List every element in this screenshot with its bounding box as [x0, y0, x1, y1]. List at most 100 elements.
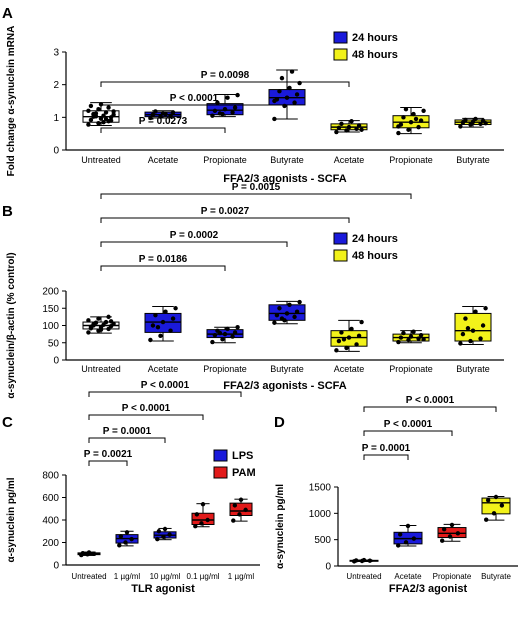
x-tick-label: Butyrate: [270, 155, 304, 165]
y-tick-label: 0: [53, 146, 59, 157]
x-tick-label: Acetate: [148, 364, 179, 374]
data-point: [294, 92, 300, 97]
data-point: [403, 540, 409, 545]
data-point: [359, 319, 364, 325]
data-point: [235, 92, 240, 98]
significance-bracket: P < 0.0001: [88, 403, 204, 420]
data-point: [91, 322, 96, 327]
data-point: [483, 306, 488, 311]
data-point: [108, 319, 114, 324]
x-axis-label: FFA2/3 agonists - SCFA: [223, 173, 347, 185]
data-point: [416, 336, 421, 341]
data-point: [279, 75, 285, 81]
data-point: [168, 328, 173, 333]
bracket-line: [88, 437, 166, 443]
box-5: [330, 119, 368, 135]
data-point: [155, 536, 160, 542]
box-7: [454, 306, 492, 346]
data-point: [148, 337, 153, 343]
data-point: [106, 105, 111, 110]
significance-bracket: P < 0.0001: [100, 93, 288, 110]
data-point: [96, 121, 101, 126]
data-point: [458, 124, 463, 129]
box-body: [437, 527, 467, 539]
bracket-line: [100, 217, 350, 223]
data-point: [80, 550, 86, 556]
data-point: [463, 316, 468, 321]
x-tick-label: Propionate: [203, 155, 247, 165]
data-point: [449, 522, 455, 528]
bracket-label: P = 0.0098: [201, 70, 250, 81]
data-point: [86, 122, 91, 127]
bracket-label: P = 0.0001: [362, 443, 411, 454]
data-point: [225, 95, 230, 100]
box-1: [82, 314, 120, 335]
data-point: [483, 121, 488, 126]
data-point: [421, 337, 426, 342]
data-point: [272, 98, 277, 104]
significance-bracket: P < 0.0001: [363, 395, 497, 412]
legend: LPS PAM: [213, 449, 256, 479]
data-point: [168, 113, 173, 118]
bracket-line: [88, 391, 242, 397]
data-point: [230, 334, 235, 339]
data-point: [96, 106, 101, 112]
data-point: [470, 328, 476, 333]
data-point: [356, 333, 362, 339]
bracket-label: P = 0.0015: [232, 182, 281, 193]
data-point: [418, 332, 424, 338]
x-tick-label: Untreated: [346, 572, 381, 581]
data-point: [230, 110, 235, 115]
x-tick-label: Propionate: [203, 364, 247, 374]
data-point: [170, 110, 176, 115]
data-point: [354, 342, 359, 347]
data-point: [215, 100, 220, 105]
y-tick-label: 1000: [309, 509, 332, 520]
data-point: [473, 309, 478, 314]
box-3: [206, 92, 244, 118]
y-axis-label: α-synuclein pg/ml: [275, 484, 286, 569]
data-point: [243, 507, 248, 513]
x-tick-label: Untreated: [81, 364, 121, 374]
data-point: [361, 557, 367, 563]
data-point: [194, 512, 200, 517]
data-point: [396, 124, 401, 129]
data-point: [199, 521, 204, 526]
data-point: [463, 117, 468, 123]
data-point: [401, 115, 406, 120]
y-axis-label: Fold change α-synuclein mRNA: [6, 26, 17, 177]
data-point: [222, 331, 228, 337]
data-point: [284, 311, 290, 316]
bracket-line: [88, 414, 204, 420]
data-point: [396, 543, 401, 548]
x-tick-label: Acetate: [334, 364, 365, 374]
data-point: [458, 341, 463, 346]
box-1: [82, 102, 120, 127]
data-point: [117, 543, 122, 548]
data-point: [455, 531, 461, 536]
data-point: [287, 85, 292, 91]
data-point: [408, 334, 414, 339]
data-point: [346, 335, 352, 340]
y-tick-label: 200: [42, 538, 59, 549]
data-point: [98, 327, 104, 332]
legend-swatch: [213, 449, 228, 462]
x-tick-label: 1 µg/ml: [114, 572, 141, 581]
data-point: [173, 306, 178, 311]
data-point: [88, 103, 94, 109]
data-point: [277, 89, 282, 94]
data-point: [484, 517, 489, 522]
data-point: [106, 314, 111, 320]
data-point: [103, 110, 109, 115]
data-point: [274, 312, 280, 318]
legend-label: 48 hours: [352, 49, 398, 61]
y-tick-label: 0: [53, 356, 59, 367]
data-point: [441, 526, 447, 532]
panel-b: 0 50 100 150 200 α-synuclein/β-actin (% contr…: [6, 182, 504, 399]
data-point: [101, 113, 106, 118]
data-point: [349, 326, 354, 332]
box-4: [191, 502, 215, 529]
bracket-label: P = 0.0001: [103, 426, 152, 437]
box-1: [77, 550, 101, 558]
